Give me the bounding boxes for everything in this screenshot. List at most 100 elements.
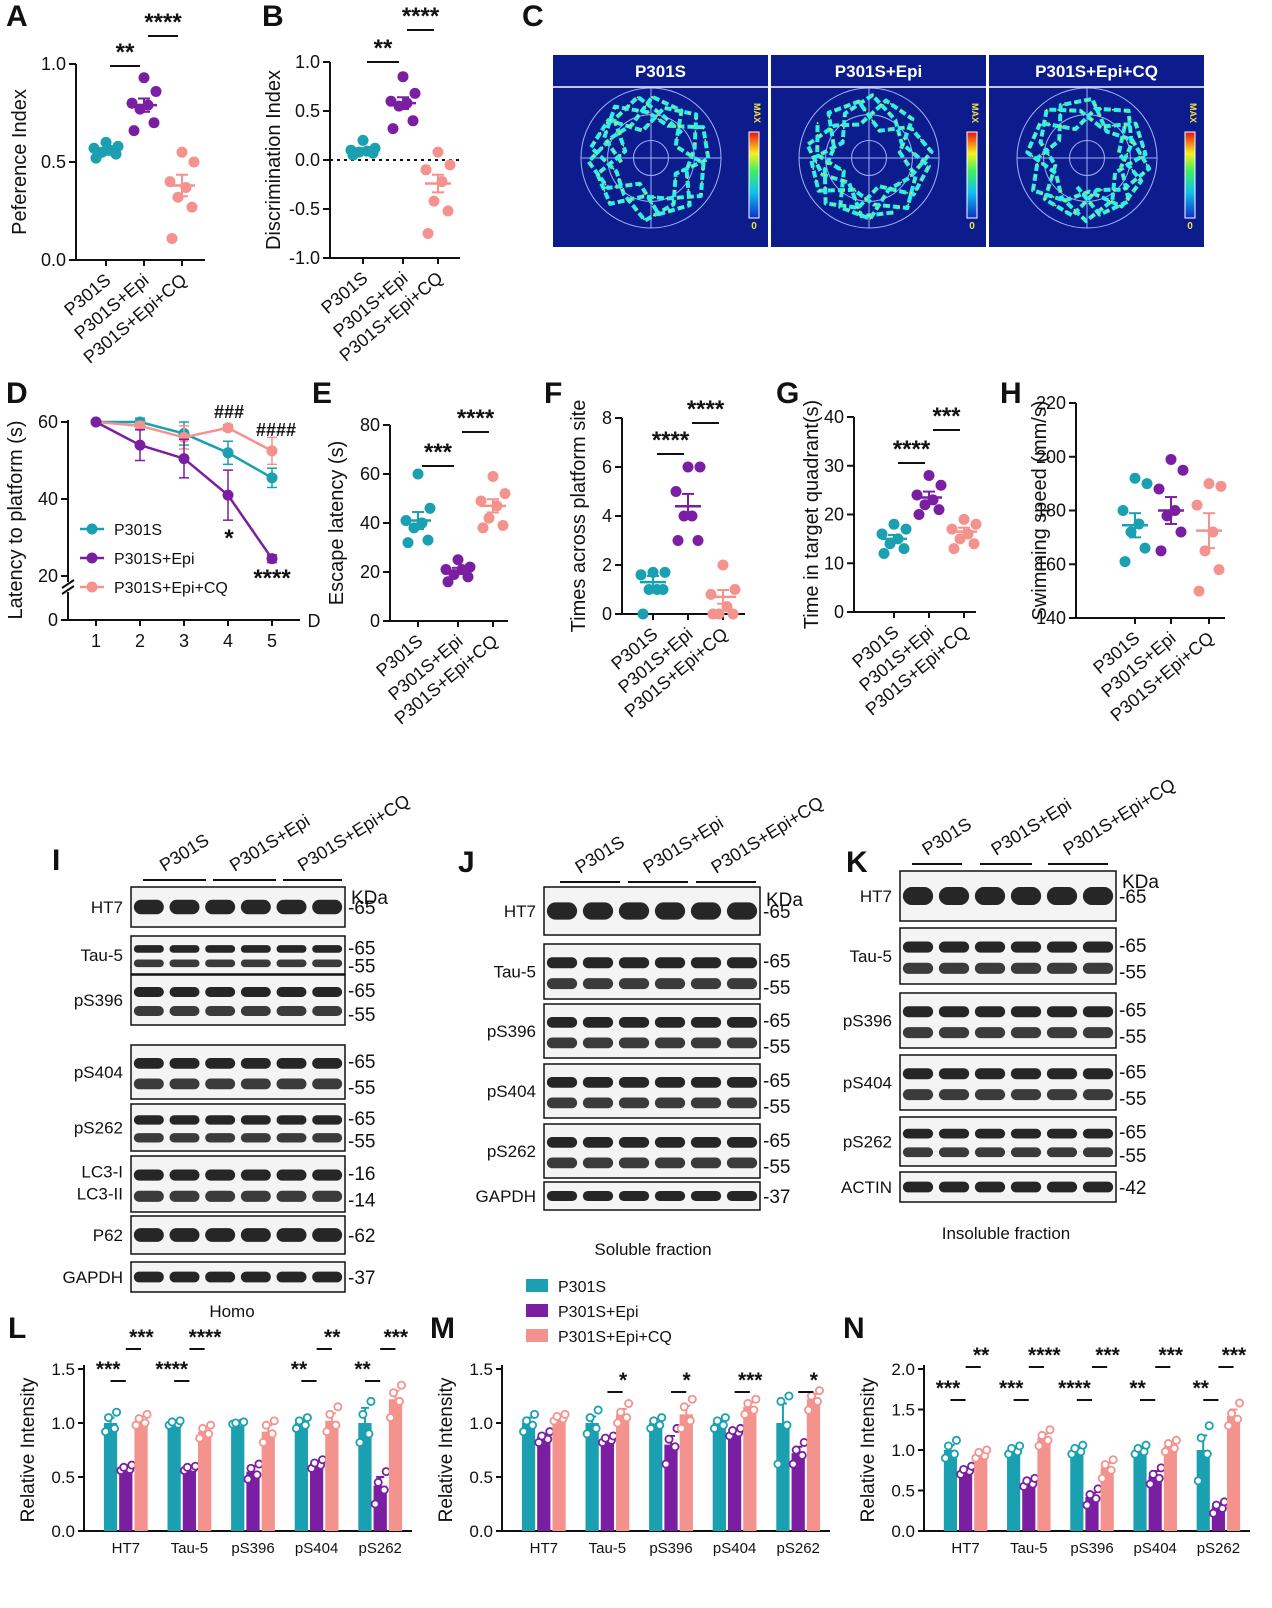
protein-band (133, 1078, 164, 1090)
protein-band (1046, 1027, 1078, 1039)
replicate-point (528, 1420, 538, 1430)
molecular-weight-label: -14 (348, 1191, 376, 1212)
replicate-point (1193, 1476, 1203, 1486)
swim-track (1025, 97, 1152, 223)
bar (261, 1431, 275, 1531)
protein-band (1082, 1147, 1114, 1158)
protein-band (240, 1133, 271, 1143)
data-point (442, 205, 454, 217)
bar (743, 1406, 757, 1531)
y-tick-label: 200 (1036, 447, 1066, 467)
y-tick-label: 1.0 (891, 1441, 915, 1460)
replicate-point (112, 1407, 122, 1417)
significance-label: **** (1058, 1377, 1092, 1400)
significance-label: **** (402, 3, 440, 30)
protein-band (726, 1190, 758, 1202)
protein-band (312, 1115, 343, 1125)
protein-band (582, 1076, 614, 1088)
legend-M: P301S P301S+Epi P301S+Epi+CQ (526, 1279, 672, 1346)
blot-strip (899, 992, 1117, 1049)
y-tick-label: 180 (1036, 501, 1066, 521)
protein-label: pS262 (74, 1119, 123, 1138)
replicate-point (545, 1427, 555, 1437)
protein-band (1046, 1006, 1078, 1018)
replicate-point (1141, 1440, 1151, 1450)
y-tick-label: 80 (360, 415, 380, 435)
bar (1007, 1450, 1021, 1531)
legend-swatch (526, 1304, 548, 1317)
replicate-point (190, 1461, 200, 1471)
molecular-weight-label: -42 (1119, 1178, 1146, 1199)
bar (134, 1420, 148, 1531)
molecular-weight-label: -37 (763, 1187, 790, 1208)
data-point (420, 164, 432, 176)
molecular-weight-label: -55 (763, 1157, 790, 1178)
series-point (222, 422, 234, 434)
protein-band (205, 959, 236, 968)
data-point (713, 608, 725, 620)
replicate-point (1097, 1473, 1107, 1483)
protein-band (974, 1027, 1006, 1039)
protein-band (654, 978, 686, 990)
protein-band (240, 899, 271, 915)
data-point (188, 156, 200, 168)
replicate-point (1224, 1421, 1234, 1431)
data-point (1213, 564, 1225, 576)
color-scale-max: MAX (752, 103, 762, 123)
molecular-weight-label: -65 (1119, 887, 1146, 908)
bar (103, 1423, 118, 1531)
x-tick-label: Tau-5 (171, 1540, 209, 1557)
molecular-weight-label: -65 (348, 981, 375, 1002)
data-point (1129, 472, 1141, 484)
y-tick-label: 60 (38, 412, 58, 432)
molecular-weight-label: -65 (1119, 1123, 1146, 1144)
x-tick-label: 3 (179, 631, 189, 651)
replicate-point (600, 1433, 610, 1443)
protein-band (133, 987, 164, 997)
x-tick-label: pS262 (359, 1540, 402, 1557)
protein-band (1046, 1181, 1078, 1193)
x-tick-label: pS404 (713, 1540, 756, 1557)
y-tick-label: 10 (824, 553, 844, 573)
blot-strip (130, 935, 346, 975)
replicate-point (1007, 1443, 1017, 1453)
data-point (643, 584, 655, 595)
data-point (397, 71, 409, 83)
data-point (1125, 526, 1137, 538)
significance-label: *** (424, 439, 453, 466)
replicate-point (246, 1463, 256, 1473)
replicate-point (712, 1416, 722, 1426)
bar (806, 1399, 821, 1531)
data-point (1193, 585, 1205, 597)
kda-label: KDa (1122, 872, 1159, 893)
bar (776, 1423, 790, 1531)
bar (585, 1423, 599, 1531)
protein-band (938, 962, 970, 974)
molecular-weight-label: -65 (348, 898, 375, 919)
protein-band (276, 1228, 307, 1242)
y-tick-label: 0 (370, 611, 380, 631)
protein-band (240, 1271, 271, 1283)
molecular-weight-label: -65 (1119, 1001, 1146, 1022)
replicate-point (1163, 1439, 1173, 1449)
protein-band (169, 1169, 200, 1181)
replicate-point (974, 1447, 984, 1457)
data-point (1165, 453, 1177, 465)
y-axis-label: Times across platform site (568, 400, 590, 633)
heatmap-title: P301S+Epi (835, 62, 922, 81)
significance-label: **** (253, 565, 291, 592)
data-point (138, 72, 150, 84)
protein-band (169, 959, 200, 968)
heatmap-background (553, 55, 768, 247)
replicate-point (676, 1423, 686, 1433)
protein-band (133, 1057, 164, 1069)
data-point (477, 522, 489, 534)
legend-label: P301S (558, 1279, 606, 1296)
protein-band (654, 1097, 686, 1109)
y-tick-label: 2 (602, 555, 612, 575)
series-point (178, 431, 190, 443)
blot-strip (130, 1215, 346, 1255)
significance-label: * (810, 1369, 819, 1392)
molecular-weight-label: -65 (1119, 1063, 1146, 1084)
